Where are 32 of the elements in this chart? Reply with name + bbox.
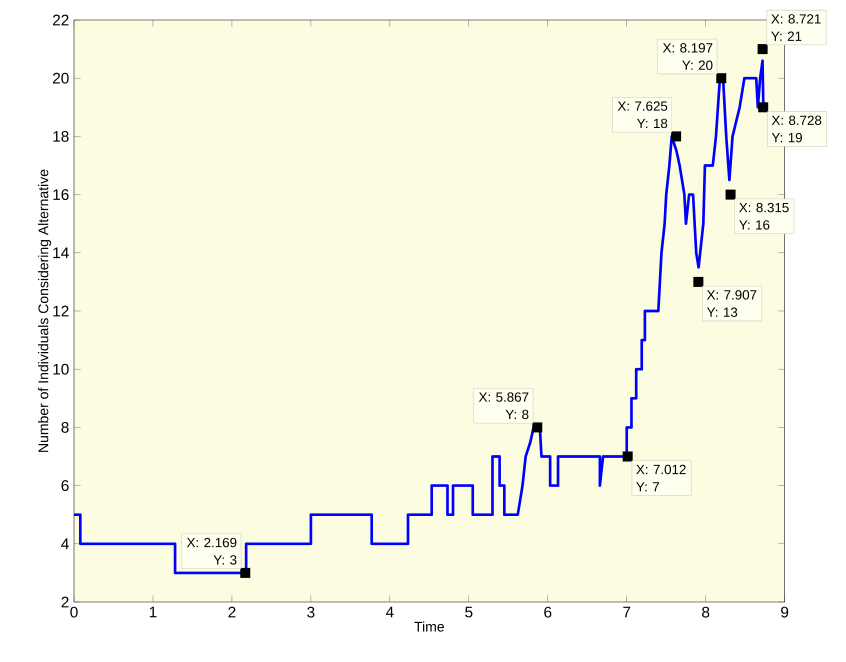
annotation: X: 2.169 Y: 3 [186,538,236,565]
y-tick-label: 12 [53,306,69,316]
annotation: X: 8.315 Y: 16 [739,202,789,230]
x-tick-label: 0 [70,606,78,618]
y-tick-label: 14 [53,248,69,258]
x-tick-label: 2 [228,606,236,618]
annotation: X: 8.728 Y: 19 [772,116,822,142]
x-tick-label: 7 [623,606,630,618]
annotation: X: 8.197 Y: 20 [662,43,712,70]
y-tick-label: 16 [53,189,69,200]
y-tick-label: 4 [61,538,69,550]
annotation: X: 7.907 Y: 13 [706,290,756,317]
annotation: X: 8.721 Y: 21 [771,14,821,41]
y-tick-label: 2 [62,596,69,608]
x-tick-label: 1 [150,606,156,618]
y-axis-title: Number of Individuals Considering Alternative [38,170,52,452]
y-tick-label: 8 [61,422,69,433]
x-tick-label: 3 [307,606,314,618]
x-tick-label: 4 [386,606,394,618]
x-tick-label: 8 [702,606,710,618]
x-axis-title: Time [414,621,444,632]
y-tick-label: 18 [53,130,69,142]
annotation: X: 7.012 Y: 7 [636,464,686,492]
annotation: X: 5.867 Y: 8 [478,392,528,420]
annotation: X: 7.625 Y: 18 [618,101,668,128]
x-tick-label: 6 [544,606,552,618]
y-tick-label: 20 [53,72,69,84]
y-tick-label: 10 [53,364,69,375]
x-tick-label: 9 [781,606,788,618]
y-tick-label: 6 [62,480,69,492]
y-tick-label: 22 [53,14,69,26]
x-tick-label: 5 [465,606,472,618]
